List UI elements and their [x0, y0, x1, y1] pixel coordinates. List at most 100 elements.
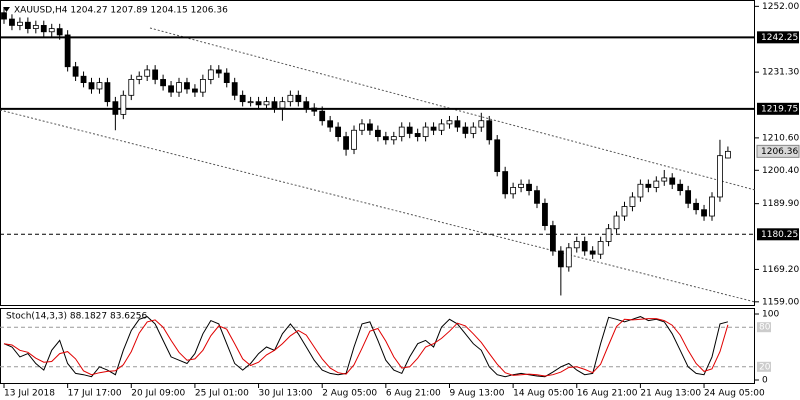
- trend-line: [0, 109, 756, 303]
- y-tick-label: 1159.00: [762, 297, 799, 307]
- candle-body: [96, 82, 103, 90]
- candle-body: [128, 79, 135, 96]
- candle-body: [199, 79, 206, 93]
- y-tick-label: 1252.00: [762, 2, 799, 12]
- candle-body: [80, 75, 87, 84]
- candle-body: [192, 88, 198, 93]
- candle-body: [701, 209, 707, 217]
- stoch-line: [3, 316, 729, 378]
- level-label-box: [757, 31, 799, 44]
- candle-body: [343, 136, 349, 150]
- candle-body: [725, 150, 731, 159]
- level-label-box: [757, 322, 771, 333]
- candle-body: [573, 241, 580, 249]
- last-price-label: 1206.36: [761, 147, 798, 157]
- candle-body: [24, 21, 31, 29]
- candle-body: [398, 126, 405, 138]
- candle-body: [542, 202, 548, 226]
- candle-body: [621, 206, 628, 217]
- candle-body: [176, 82, 182, 93]
- x-tick-label: 30 Jul 13:00: [259, 389, 313, 399]
- y-tick-label: 1189.90: [762, 199, 799, 209]
- y-tick-label: 1210.60: [762, 133, 799, 143]
- candle-body: [9, 18, 15, 26]
- candle-body: [526, 183, 532, 192]
- candle-body: [693, 202, 699, 211]
- level-label: 1242.25: [761, 33, 798, 43]
- stoch-line: [3, 318, 729, 377]
- candle-body: [637, 183, 644, 198]
- candle-body: [152, 69, 159, 80]
- candle-body: [319, 110, 326, 122]
- candle-body: [271, 101, 278, 109]
- candle-body: [231, 82, 238, 96]
- y-tick-label: 0: [762, 376, 768, 386]
- candle-body: [462, 126, 469, 134]
- candle-body: [645, 183, 652, 188]
- candle-body: [207, 69, 214, 80]
- candle-body: [494, 139, 501, 172]
- main-panel: [0, 0, 755, 306]
- level-label: 20: [759, 362, 771, 372]
- level-label: 80: [759, 323, 771, 333]
- x-tick-label: 13 Jul 2018: [4, 389, 55, 399]
- candle-body: [605, 228, 612, 242]
- candle-body: [382, 136, 389, 141]
- y-tick-label: 100: [762, 310, 779, 320]
- candle-body: [478, 120, 485, 128]
- candle-body: [88, 82, 95, 90]
- candle-body: [430, 126, 437, 131]
- candle-body: [661, 177, 668, 182]
- x-tick-label: 6 Aug 21:00: [386, 389, 441, 399]
- candle-body: [144, 69, 151, 77]
- candle-body: [669, 177, 676, 185]
- candle-body: [549, 225, 556, 252]
- candle-body: [613, 215, 620, 230]
- candle-body: [247, 101, 254, 104]
- x-tick-label: 17 Jul 17:00: [68, 389, 122, 399]
- candle-body: [597, 241, 604, 255]
- candle-body: [263, 101, 270, 106]
- candle-body: [32, 25, 39, 29]
- candle-body: [717, 155, 723, 198]
- level-label-box: [757, 361, 771, 372]
- candle-body: [685, 190, 692, 204]
- candle-body: [359, 123, 365, 131]
- candle-body: [311, 107, 318, 112]
- candle-body: [629, 196, 636, 207]
- x-tick-label: 20 Jul 09:00: [131, 389, 185, 399]
- candle-body: [215, 69, 222, 74]
- candle-body: [438, 123, 445, 131]
- candle-body: [589, 250, 596, 255]
- y-tick-label: 1169.20: [762, 265, 799, 275]
- stoch-title: Stoch(14,3,3) 88.1827 83.6256: [6, 312, 147, 322]
- candle-body: [534, 190, 540, 204]
- candle-body: [374, 129, 381, 138]
- candle-body: [279, 101, 286, 109]
- candle-body: [287, 94, 294, 103]
- candle-body: [104, 82, 111, 103]
- level-label-box: [757, 102, 799, 115]
- header: XAUUSD,H4 1204.27 1207.89 1204.15 1206.3…: [14, 6, 228, 16]
- x-tick-label: 9 Aug 13:00: [449, 389, 504, 399]
- candle-body: [168, 85, 174, 93]
- y-tick-label: 1200.40: [762, 166, 799, 176]
- candle-body: [327, 120, 334, 128]
- x-tick-label: 21 Aug 13:00: [640, 389, 701, 399]
- candle-body: [486, 120, 493, 141]
- candle-body: [56, 28, 63, 36]
- candle-body: [502, 171, 509, 195]
- candle-body: [446, 120, 453, 125]
- x-tick-label: 25 Jul 01:00: [195, 389, 249, 399]
- candle-body: [223, 72, 230, 84]
- level-label-box: [757, 228, 799, 241]
- candle-body: [470, 126, 477, 134]
- candle-body: [367, 123, 373, 131]
- candle-body: [335, 126, 342, 138]
- candle-body: [414, 133, 421, 138]
- x-tick-label: 14 Aug 05:00: [513, 389, 574, 399]
- level-label: 1219.75: [761, 104, 798, 114]
- candle-body: [17, 21, 23, 26]
- candle-body: [557, 250, 564, 268]
